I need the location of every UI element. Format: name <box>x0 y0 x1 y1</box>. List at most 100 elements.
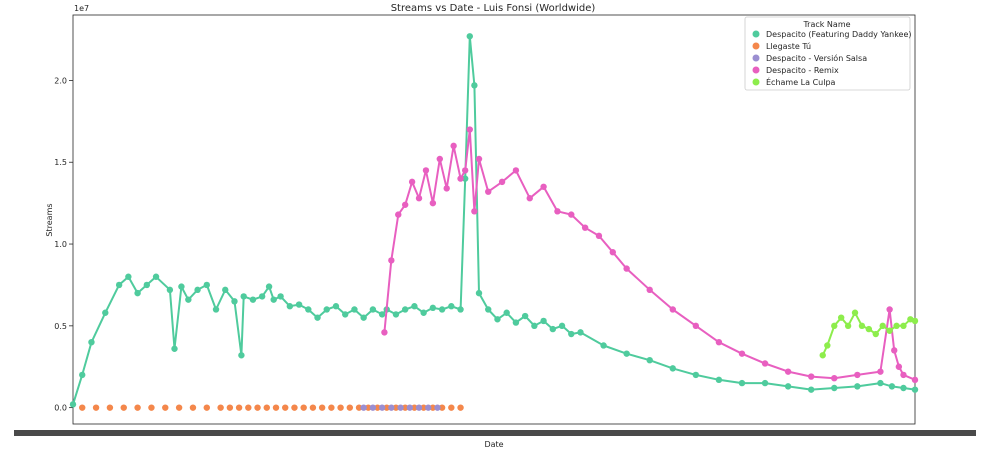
data-point <box>877 379 884 387</box>
data-point <box>277 293 284 300</box>
legend-label: Despacito (Featuring Daddy Yankee) <box>766 30 912 39</box>
data-point <box>858 322 866 330</box>
data-point <box>217 404 224 411</box>
data-point <box>831 384 838 392</box>
data-point <box>854 371 861 379</box>
data-point <box>263 404 270 411</box>
data-point <box>305 306 312 313</box>
data-point <box>438 404 446 411</box>
data-point <box>381 329 388 336</box>
data-point <box>125 273 132 280</box>
data-point <box>900 371 907 379</box>
data-point <box>761 360 769 367</box>
data-point <box>911 317 919 325</box>
y-tick-label: 0.5 <box>54 322 67 331</box>
data-point <box>512 167 520 174</box>
data-point <box>79 371 86 379</box>
x-tick-labels <box>14 430 976 436</box>
data-point <box>212 306 220 313</box>
data-point <box>429 404 437 411</box>
data-point <box>318 404 326 411</box>
data-point <box>595 232 603 240</box>
data-point <box>831 374 838 382</box>
data-point <box>819 352 826 359</box>
data-point <box>854 383 861 390</box>
data-point <box>457 175 464 182</box>
data-point <box>448 303 455 310</box>
legend: Track Name Despacito (Featuring Daddy Ya… <box>744 16 912 91</box>
data-point <box>422 167 430 174</box>
data-point <box>395 211 402 218</box>
y-offset-label: 1e7 <box>74 4 89 13</box>
data-point <box>383 404 390 411</box>
data-point <box>558 322 566 330</box>
data-point <box>623 350 630 357</box>
data-point <box>669 306 676 313</box>
data-point <box>286 303 294 310</box>
legend-box <box>744 16 911 91</box>
data-point <box>235 404 243 411</box>
data-point <box>69 401 77 408</box>
data-point <box>178 283 185 290</box>
data-point <box>134 404 141 411</box>
data-point <box>397 404 404 411</box>
data-point <box>646 286 653 294</box>
data-point <box>309 404 317 411</box>
series-1 <box>79 404 464 411</box>
data-point <box>425 404 432 411</box>
data-point <box>360 314 367 321</box>
legend-label: Échame La Culpa <box>766 76 836 87</box>
data-point <box>378 404 386 411</box>
data-point <box>865 325 873 333</box>
data-point <box>420 404 427 411</box>
data-point <box>669 365 676 372</box>
series-4 <box>819 309 919 359</box>
data-point <box>408 178 416 186</box>
series-layer <box>69 33 919 411</box>
y-ticks: 0.0 0.5 1.0 1.5 2.0 <box>54 76 73 413</box>
data-point <box>166 286 174 294</box>
data-point <box>851 309 859 316</box>
data-point <box>526 195 533 202</box>
data-point <box>475 289 483 297</box>
data-point <box>337 404 344 411</box>
data-point <box>120 404 127 411</box>
data-point <box>102 309 109 316</box>
data-point <box>900 322 907 330</box>
data-point <box>761 379 769 387</box>
data-point <box>420 309 427 316</box>
data-point <box>844 322 852 330</box>
series-line <box>383 128 916 381</box>
data-point <box>272 404 280 411</box>
data-point <box>342 311 349 318</box>
data-point <box>568 330 575 338</box>
data-point <box>554 208 561 215</box>
data-point <box>471 82 478 89</box>
data-point <box>715 339 723 346</box>
data-point <box>888 383 896 390</box>
data-point <box>388 404 395 411</box>
x-axis-label: Date <box>484 440 503 449</box>
legend-marker <box>752 54 760 62</box>
data-point <box>807 386 815 393</box>
data-point <box>438 306 446 313</box>
data-point <box>392 404 400 411</box>
data-point <box>540 183 547 190</box>
data-point <box>609 249 617 256</box>
data-point <box>531 322 538 330</box>
data-point <box>134 289 141 297</box>
data-point <box>738 350 746 357</box>
data-point <box>872 330 879 338</box>
y-axis-label: Streams <box>45 203 54 236</box>
data-point <box>429 304 437 312</box>
data-point <box>194 286 201 294</box>
data-point <box>88 339 95 346</box>
data-point <box>240 293 247 300</box>
data-point <box>784 368 792 375</box>
x-tick-label-blur <box>14 430 976 436</box>
legend-label: Despacito - Versión Salsa <box>766 53 867 63</box>
data-point <box>300 404 307 411</box>
data-point <box>369 306 377 313</box>
data-point <box>911 376 919 384</box>
data-point <box>715 376 723 384</box>
